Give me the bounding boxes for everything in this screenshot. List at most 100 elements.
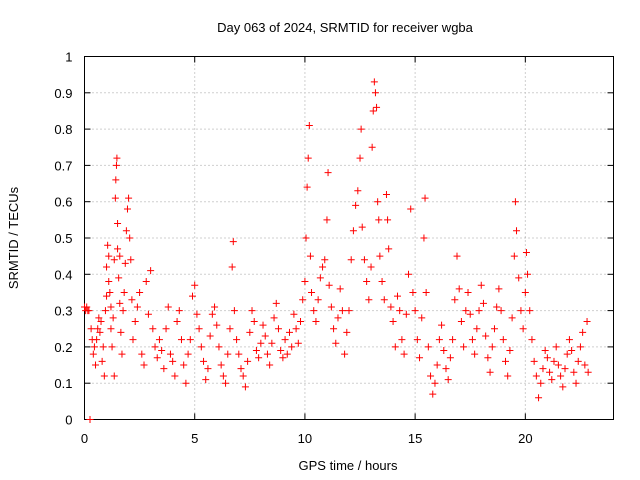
data-point <box>107 303 115 311</box>
data-point <box>122 227 130 235</box>
data-point <box>97 317 105 325</box>
data-point <box>457 317 465 325</box>
data-point <box>229 238 237 246</box>
data-point <box>259 321 267 329</box>
data-point <box>493 303 501 311</box>
data-point <box>330 325 338 333</box>
data-point <box>371 89 379 97</box>
data-point <box>297 317 305 325</box>
data-point <box>288 343 296 351</box>
data-point <box>358 223 366 231</box>
data-point <box>449 336 457 344</box>
data-point <box>310 307 318 315</box>
data-point <box>191 281 199 289</box>
data-point <box>501 357 509 365</box>
data-point <box>368 143 376 151</box>
data-point <box>323 216 331 224</box>
data-point <box>324 169 332 177</box>
data-point <box>118 350 126 358</box>
data-point <box>171 372 179 380</box>
data-point <box>462 307 470 315</box>
data-point <box>173 317 181 325</box>
data-point <box>528 336 536 344</box>
data-point <box>524 270 532 278</box>
data-point <box>96 328 104 336</box>
data-point <box>508 314 516 322</box>
x-axis: 0 5 10 15 20 <box>81 56 533 446</box>
data-point <box>416 354 424 362</box>
data-point <box>94 325 102 333</box>
data-point <box>312 317 320 325</box>
data-point <box>396 307 404 315</box>
data-point <box>314 296 322 304</box>
data-point <box>451 296 459 304</box>
data-point <box>473 325 481 333</box>
data-point <box>294 339 302 347</box>
data-point <box>532 372 540 380</box>
data-point <box>272 299 280 307</box>
data-point <box>522 249 530 257</box>
data-point <box>499 336 507 344</box>
data-point <box>584 368 592 376</box>
data-point <box>226 325 234 333</box>
data-point <box>263 350 271 358</box>
data-point <box>554 361 562 369</box>
y-tick-label: 0.7 <box>54 158 72 173</box>
data-point <box>327 303 335 311</box>
data-point <box>391 343 399 351</box>
data-point <box>444 376 452 384</box>
data-point <box>490 325 498 333</box>
data-point <box>302 234 310 242</box>
y-axis: 0 0.1 0.2 0.3 0.4 0.5 0.6 0.7 0.8 0.9 1 <box>54 50 614 428</box>
data-point <box>488 343 496 351</box>
data-point <box>539 365 547 373</box>
data-point <box>385 245 393 253</box>
data-point <box>155 336 163 344</box>
data-point <box>158 347 166 355</box>
data-point <box>281 336 289 344</box>
data-point <box>526 307 534 315</box>
data-point <box>453 252 461 260</box>
data-point <box>189 292 197 300</box>
data-point <box>557 372 565 380</box>
data-point <box>140 361 148 369</box>
data-point <box>133 303 141 311</box>
data-point <box>224 350 232 358</box>
data-point <box>166 350 174 358</box>
data-point <box>422 288 430 296</box>
data-point <box>511 198 519 206</box>
data-point <box>576 343 584 351</box>
data-point <box>565 336 573 344</box>
y-tick-label: 0.6 <box>54 195 72 210</box>
data-point <box>495 285 503 293</box>
data-point <box>378 278 386 286</box>
data-point <box>184 350 192 358</box>
data-point <box>374 198 382 206</box>
data-point <box>400 350 408 358</box>
data-point <box>319 263 327 271</box>
data-point <box>464 288 472 296</box>
data-point <box>211 303 219 311</box>
data-point <box>153 354 161 362</box>
data-point <box>440 347 448 355</box>
data-points <box>81 78 592 423</box>
data-point <box>228 263 236 271</box>
data-point <box>90 343 98 351</box>
data-point <box>144 310 152 318</box>
data-point <box>113 154 121 162</box>
x-axis-label: GPS time / hours <box>299 458 398 473</box>
grid-lines <box>84 56 614 420</box>
data-point <box>162 325 170 333</box>
data-point <box>446 354 454 362</box>
data-point <box>420 234 428 242</box>
data-point <box>316 274 324 282</box>
data-point <box>186 336 194 344</box>
data-point <box>460 343 468 351</box>
data-point <box>103 263 111 271</box>
data-point <box>106 288 114 296</box>
data-point <box>506 347 514 355</box>
data-point <box>409 288 417 296</box>
data-point <box>99 343 107 351</box>
y-tick-label: 0 <box>65 413 72 428</box>
